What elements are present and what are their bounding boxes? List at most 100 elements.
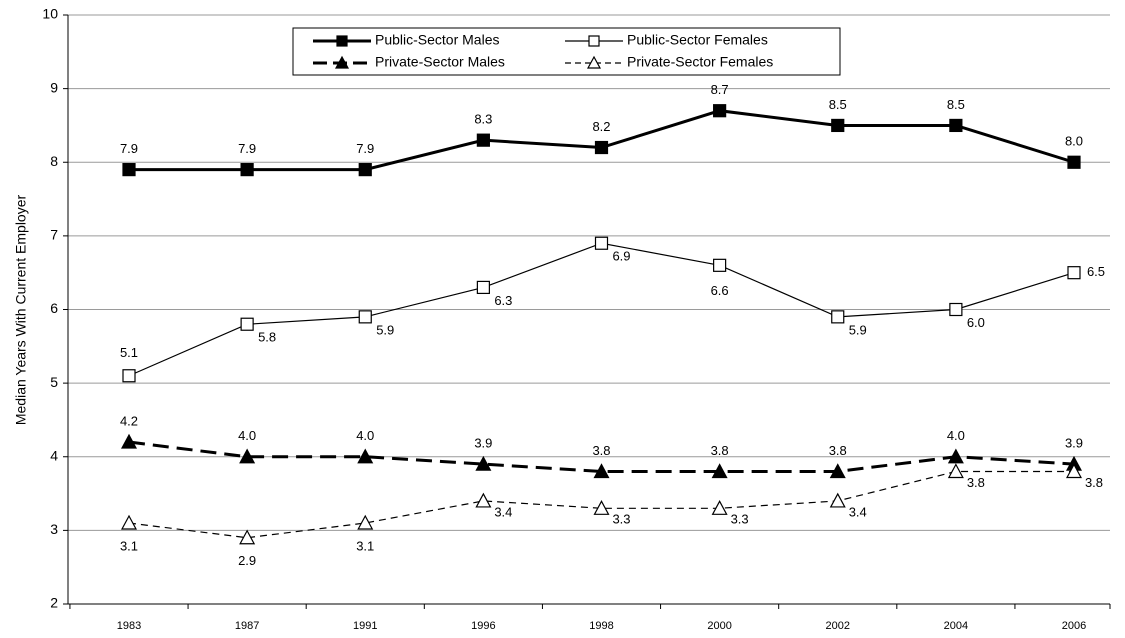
data-label: 3.1 [120,538,138,553]
y-tick-label: 3 [50,521,58,537]
data-label: 8.5 [947,97,965,112]
data-label: 8.2 [592,119,610,134]
y-tick-label: 5 [50,374,58,390]
point [358,310,372,324]
data-label: 6.3 [494,293,512,308]
x-tick-label: 1991 [353,620,377,632]
y-tick-label: 6 [50,300,58,316]
legend-label: Private-Sector Females [627,54,773,70]
point [357,514,374,530]
y-axis-label: Median Years With Current Employer [13,195,29,426]
y-tick-label: 10 [42,6,58,22]
legend-marker [588,35,600,47]
data-label: 5.9 [376,322,394,337]
data-label: 4.0 [356,428,374,443]
data-label: 3.9 [1065,436,1083,451]
point [475,455,492,471]
data-label: 6.0 [967,315,985,330]
point [476,133,490,147]
data-label: 6.5 [1087,264,1105,279]
y-tick-label: 8 [50,153,58,169]
point [831,310,845,324]
data-label: 3.3 [731,512,749,527]
data-label: 5.9 [849,322,867,337]
point [711,500,728,515]
point [949,118,963,133]
data-label: 6.6 [711,283,729,298]
data-label: 3.1 [356,538,374,553]
point [1067,266,1081,280]
point [594,236,609,250]
point [239,529,256,545]
point [594,140,609,155]
data-label: 5.1 [120,345,138,360]
legend-marker [334,55,350,69]
point [1067,155,1081,169]
point [711,463,728,479]
point [358,163,372,177]
data-label: 3.8 [711,443,729,458]
legend-marker [586,55,602,69]
legend-label: Public-Sector Females [627,32,768,48]
point [947,463,964,479]
data-label: 3.4 [849,504,867,519]
data-label: 3.3 [612,512,630,527]
point [1065,463,1083,479]
data-label: 3.8 [967,475,985,490]
point [120,514,138,530]
y-tick-label: 2 [50,595,58,611]
point [122,163,136,177]
point [239,448,256,464]
data-label: 7.9 [356,141,374,156]
data-label: 4.0 [238,428,256,443]
x-tick-label: 2004 [944,620,968,632]
data-label: 3.4 [494,504,512,519]
legend-box [292,27,841,76]
data-label: 4.0 [947,428,965,443]
x-tick-label: 1996 [471,620,495,632]
data-label: 3.8 [829,443,847,458]
legend-marker [336,35,348,47]
x-tick-label: 2006 [1062,620,1086,632]
point [593,500,610,515]
series-line [128,470,1074,539]
point [475,492,492,508]
point [120,433,138,449]
legend-label: Public-Sector Males [375,32,500,48]
data-label: 8.5 [829,97,847,112]
point [240,317,254,331]
point [949,302,963,317]
data-label: 8.7 [711,82,729,97]
point [122,369,136,383]
point [831,118,845,133]
y-tick-label: 7 [50,227,58,243]
point [829,463,846,479]
x-tick-label: 1983 [117,620,141,632]
x-tick-label: 2000 [707,620,731,632]
point [593,463,610,479]
data-label: 7.9 [120,141,138,156]
data-label: 3.8 [1085,475,1103,490]
legend-label: Private-Sector Males [375,54,505,70]
x-tick-label: 1987 [235,620,259,632]
data-label: 8.0 [1065,134,1083,149]
data-label: 3.8 [592,443,610,458]
point [357,448,374,464]
data-label: 6.9 [612,249,630,264]
data-label: 4.2 [120,413,138,428]
point [240,163,254,177]
point [947,448,964,464]
y-tick-label: 9 [50,79,58,95]
data-label: 3.9 [474,436,492,451]
point [476,280,490,295]
y-tick-label: 4 [50,447,58,463]
data-label: 8.3 [474,112,492,127]
data-label: 5.8 [258,330,276,345]
point [713,258,727,272]
point [829,492,846,508]
x-tick-label: 1998 [589,620,613,632]
x-tick-label: 2002 [826,620,850,632]
series-line [128,440,1075,473]
point [713,104,727,118]
